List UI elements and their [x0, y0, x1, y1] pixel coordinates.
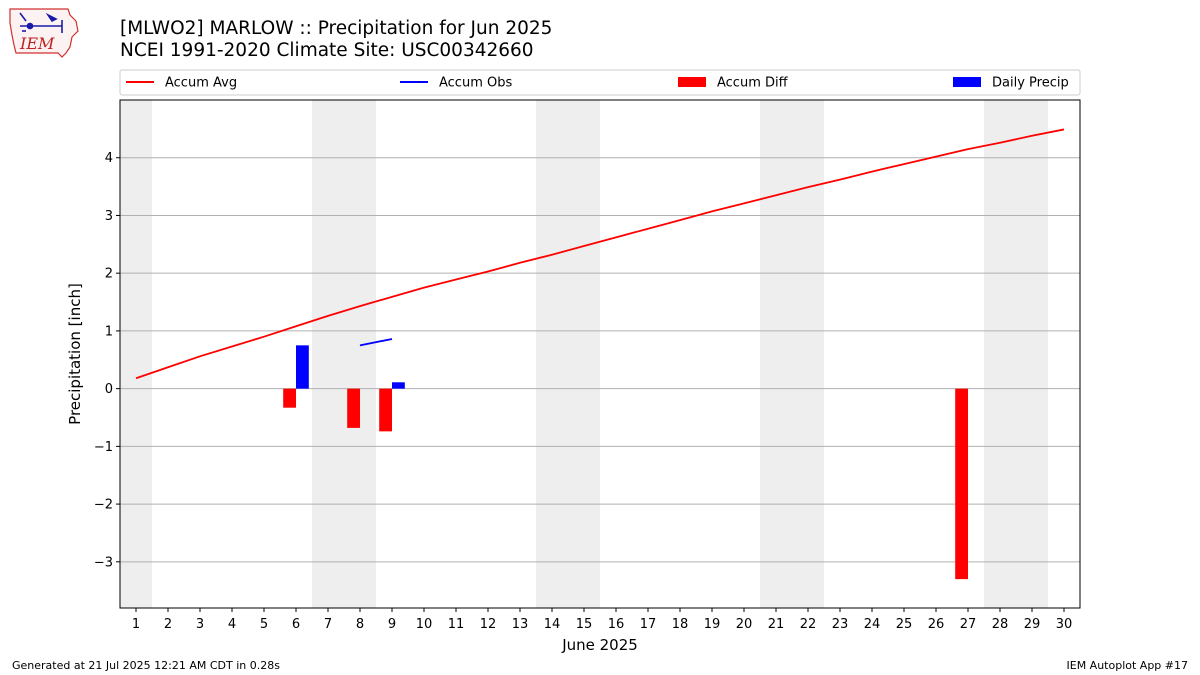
lines: [135, 128, 1065, 380]
weekend-band: [984, 100, 1048, 608]
legend-accum-diff-label: Accum Diff: [717, 76, 789, 91]
x-tick-label: 29: [1024, 617, 1041, 632]
x-tick-label: 2: [164, 617, 172, 632]
legend-accum-obs-label: Accum Obs: [439, 76, 512, 91]
legend-daily-precip-swatch: [953, 77, 981, 87]
x-tick-label: 26: [928, 617, 945, 632]
legend-accum-avg-label: Accum Avg: [165, 76, 237, 91]
y-tick-label: 2: [105, 267, 113, 282]
x-tick-label: 13: [512, 617, 529, 632]
accum-diff-bar: [955, 388, 968, 580]
x-axis: 1 2 3 4 5 6 7 8 9 10 11 12 13 14 15 16 17 18 19 20 21 22 23 24 2…: [132, 608, 1072, 632]
y-tick-label: 4: [105, 151, 113, 166]
x-tick-label: 20: [736, 617, 753, 632]
x-tick-label: 17: [640, 617, 657, 632]
accum-diff-bar: [347, 388, 360, 428]
weekend-band: [760, 100, 824, 608]
x-tick-label: 30: [1056, 617, 1073, 632]
x-tick-label: 5: [260, 617, 268, 632]
accum-diff-bar: [379, 388, 392, 432]
x-tick-label: 24: [864, 617, 881, 632]
weekend-shading: [120, 100, 1048, 608]
x-tick-label: 9: [388, 617, 396, 632]
accum-diff-bar: [283, 388, 296, 408]
iem-iowa-logo-icon: IEM: [9, 8, 79, 58]
y-tick-label: −3: [94, 555, 113, 570]
y-tick-label: 3: [105, 209, 113, 224]
weekend-band: [312, 100, 376, 608]
accum-avg-line: [135, 128, 1065, 380]
weekend-band: [536, 100, 600, 608]
weather-station-icon: [19, 12, 63, 33]
legend-daily-precip-label: Daily Precip: [992, 76, 1069, 91]
x-tick-label: 11: [448, 617, 465, 632]
weekend-band: [120, 100, 152, 608]
x-tick-label: 4: [228, 617, 236, 632]
x-tick-label: 12: [480, 617, 497, 632]
generated-timestamp: Generated at 21 Jul 2025 12:21 AM CDT in…: [12, 659, 280, 672]
y-tick-label: −1: [94, 440, 113, 455]
x-tick-label: 21: [768, 617, 785, 632]
daily-precip-bar: [296, 345, 309, 389]
x-tick-label: 15: [576, 617, 593, 632]
chart-title: [MLWO2] MARLOW :: Precipitation for Jun …: [120, 18, 553, 39]
x-tick-label: 18: [672, 617, 689, 632]
y-axis: −3 −2 −1 0 1 2 3 4: [94, 151, 120, 570]
y-tick-label: 0: [105, 382, 113, 397]
chart-subtitle: NCEI 1991-2020 Climate Site: USC00342660: [120, 40, 534, 61]
y-axis-label: Precipitation [inch]: [66, 283, 84, 425]
x-tick-label: 22: [800, 617, 817, 632]
legend: Accum Avg Accum Obs Accum Diff Daily Precip: [119, 69, 1081, 96]
x-tick-label: 1: [132, 617, 140, 632]
x-tick-label: 23: [832, 617, 849, 632]
legend-accum-diff-swatch: [678, 77, 706, 87]
iowa-outline: [9, 8, 79, 58]
legend-box: [119, 69, 1081, 96]
app-id: IEM Autoplot App #17: [1066, 659, 1189, 672]
x-axis-label: June 2025: [561, 636, 638, 654]
logo-text: IEM: [19, 34, 55, 53]
x-tick-label: 28: [992, 617, 1009, 632]
x-tick-label: 16: [608, 617, 625, 632]
y-tick-label: −2: [94, 498, 113, 513]
y-tick-label: 1: [105, 324, 113, 339]
x-tick-label: 10: [416, 617, 433, 632]
x-tick-label: 3: [196, 617, 204, 632]
bars: [283, 345, 968, 580]
x-tick-label: 19: [704, 617, 721, 632]
x-tick-label: 8: [356, 617, 364, 632]
plot-frame: [119, 99, 1081, 609]
x-tick-label: 7: [324, 617, 332, 632]
x-tick-label: 14: [544, 617, 561, 632]
x-tick-label: 25: [896, 617, 913, 632]
x-tick-label: 27: [960, 617, 977, 632]
grid-lines: [120, 157, 1080, 563]
x-tick-label: 6: [292, 617, 300, 632]
accum-obs-line: [359, 338, 393, 347]
daily-precip-bar: [392, 382, 405, 389]
